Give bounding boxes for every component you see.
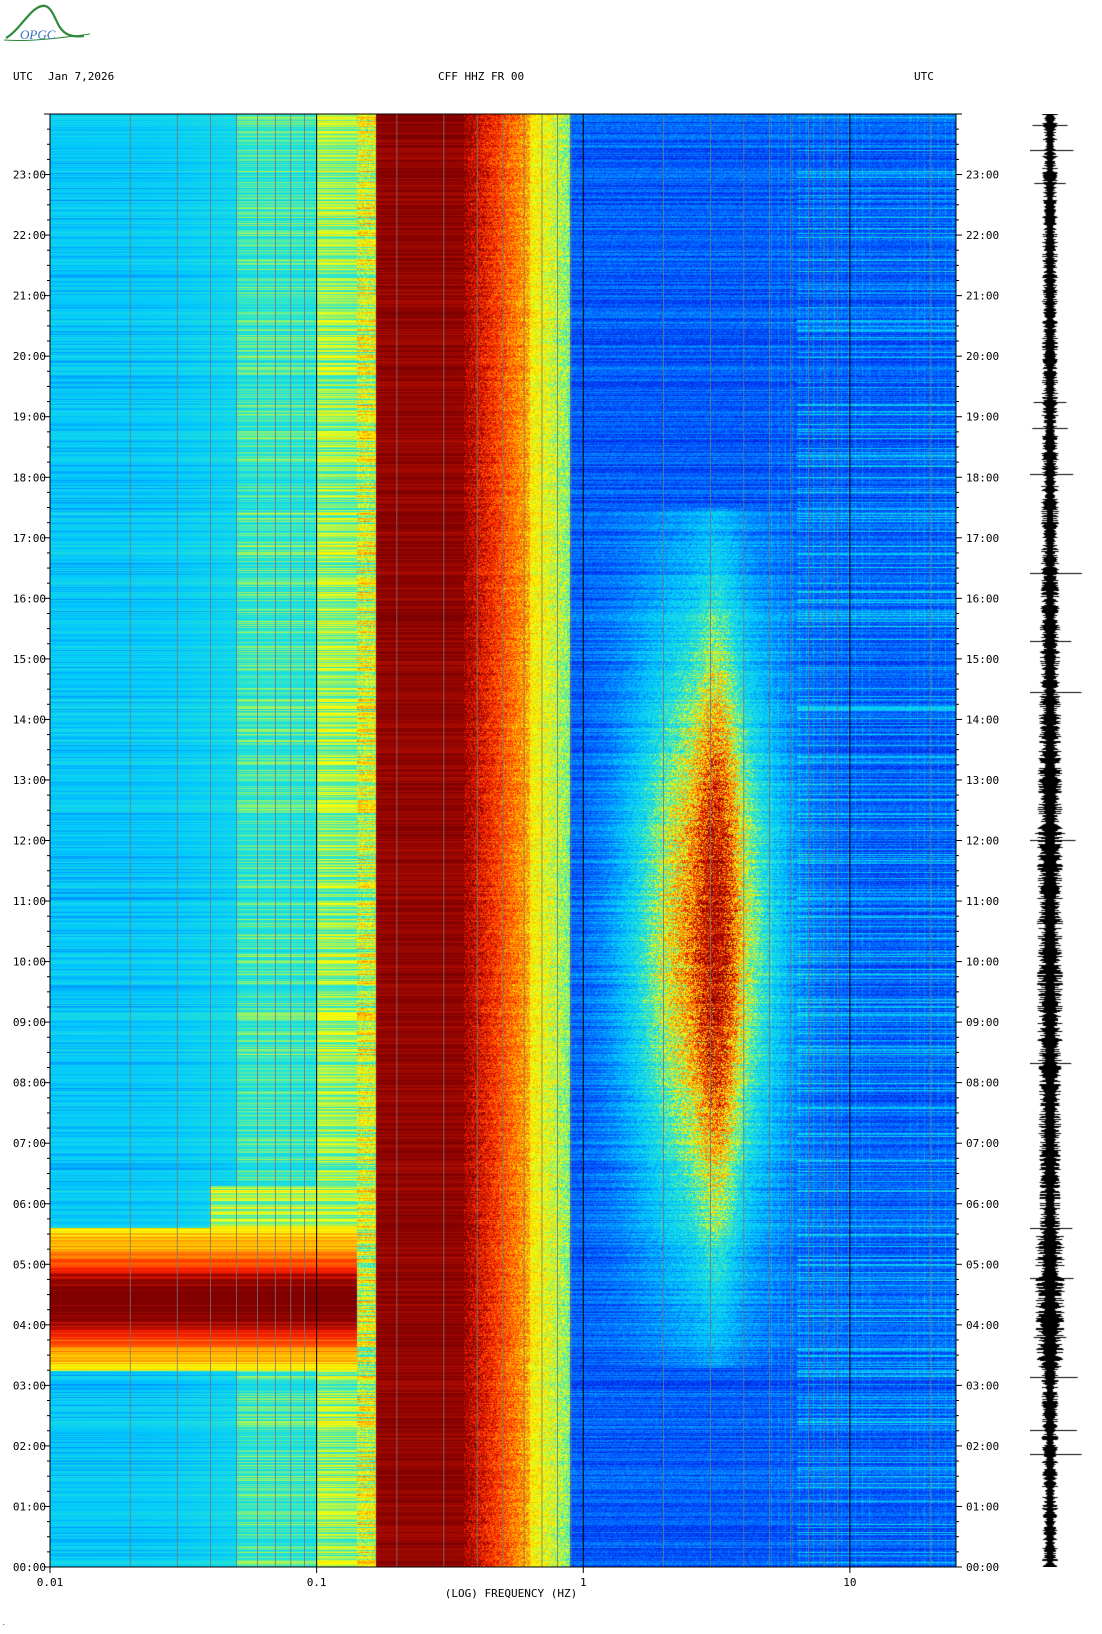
- y-tick-label-right: 16:00: [966, 592, 999, 605]
- y-tick-label-right: 03:00: [966, 1379, 999, 1392]
- y-tick-label-left: 09:00: [13, 1016, 46, 1029]
- y-tick-label-left: 19:00: [13, 411, 46, 424]
- y-tick-label-right: 13:00: [966, 774, 999, 787]
- y-tick-label-left: 01:00: [13, 1500, 46, 1513]
- y-tick-label-left: 11:00: [13, 895, 46, 908]
- x-tick-label: 0.1: [307, 1576, 327, 1589]
- y-tick-label-left: 04:00: [13, 1319, 46, 1332]
- y-tick-label-left: 12:00: [13, 835, 46, 848]
- logo-mountain-icon: [5, 4, 85, 39]
- header-right-tz: UTC: [914, 70, 934, 83]
- y-tick-label-left: 22:00: [13, 229, 46, 242]
- y-tick-label-left: 03:00: [13, 1379, 46, 1392]
- y-tick-label-right: 09:00: [966, 1016, 999, 1029]
- y-tick-label-left: 07:00: [13, 1137, 46, 1150]
- logo-text: OPGC: [20, 27, 56, 42]
- y-tick-label-right: 18:00: [966, 471, 999, 484]
- y-tick-label-right: 15:00: [966, 653, 999, 666]
- y-tick-label-left: 17:00: [13, 532, 46, 545]
- y-tick-label-right: 00:00: [966, 1561, 999, 1574]
- y-tick-label-right: 22:00: [966, 229, 999, 242]
- y-tick-label-right: 17:00: [966, 532, 999, 545]
- y-tick-label-right: 10:00: [966, 956, 999, 969]
- y-tick-label-left: 13:00: [13, 774, 46, 787]
- y-tick-label-left: 10:00: [13, 956, 46, 969]
- y-tick-label-right: 01:00: [966, 1500, 999, 1513]
- y-tick-label-right: 14:00: [966, 713, 999, 726]
- y-tick-label-right: 05:00: [966, 1258, 999, 1271]
- y-tick-label-right: 12:00: [966, 835, 999, 848]
- y-tick-label-right: 11:00: [966, 895, 999, 908]
- y-tick-label-right: 02:00: [966, 1440, 999, 1453]
- y-tick-label-left: 02:00: [13, 1440, 46, 1453]
- y-tick-label-left: 16:00: [13, 592, 46, 605]
- y-tick-label-right: 08:00: [966, 1077, 999, 1090]
- y-tick-label-left: 15:00: [13, 653, 46, 666]
- y-tick-label-left: 00:00: [13, 1561, 46, 1574]
- y-tick-label-left: 18:00: [13, 471, 46, 484]
- header-station: CFF HHZ FR 00: [438, 70, 525, 83]
- footer-mark: .: [2, 1620, 6, 1627]
- y-tick-label-left: 21:00: [13, 290, 46, 303]
- y-tick-label-right: 06:00: [966, 1198, 999, 1211]
- opgc-logo: OPGC: [3, 4, 91, 42]
- x-axis-title: (LOG) FREQUENCY (HZ): [445, 1587, 577, 1600]
- y-tick-label-left: 08:00: [13, 1077, 46, 1090]
- y-tick-label-right: 23:00: [966, 169, 999, 182]
- y-tick-label-right: 19:00: [966, 411, 999, 424]
- y-tick-label-left: 14:00: [13, 713, 46, 726]
- y-tick-label-right: 21:00: [966, 290, 999, 303]
- x-tick-label: 1: [580, 1576, 587, 1589]
- y-tick-label-left: 20:00: [13, 350, 46, 363]
- y-tick-label-left: 05:00: [13, 1258, 46, 1271]
- x-tick-label: 0.01: [37, 1576, 64, 1589]
- y-tick-label-left: 06:00: [13, 1198, 46, 1211]
- header-left-tz: UTC: [13, 70, 33, 83]
- seismogram-trace: [1030, 114, 1102, 1567]
- y-tick-label-left: 23:00: [13, 169, 46, 182]
- header-date: Jan 7,2026: [48, 70, 115, 83]
- y-tick-label-right: 20:00: [966, 350, 999, 363]
- y-tick-label-right: 04:00: [966, 1319, 999, 1332]
- x-tick-label: 10: [843, 1576, 856, 1589]
- y-tick-label-right: 07:00: [966, 1137, 999, 1150]
